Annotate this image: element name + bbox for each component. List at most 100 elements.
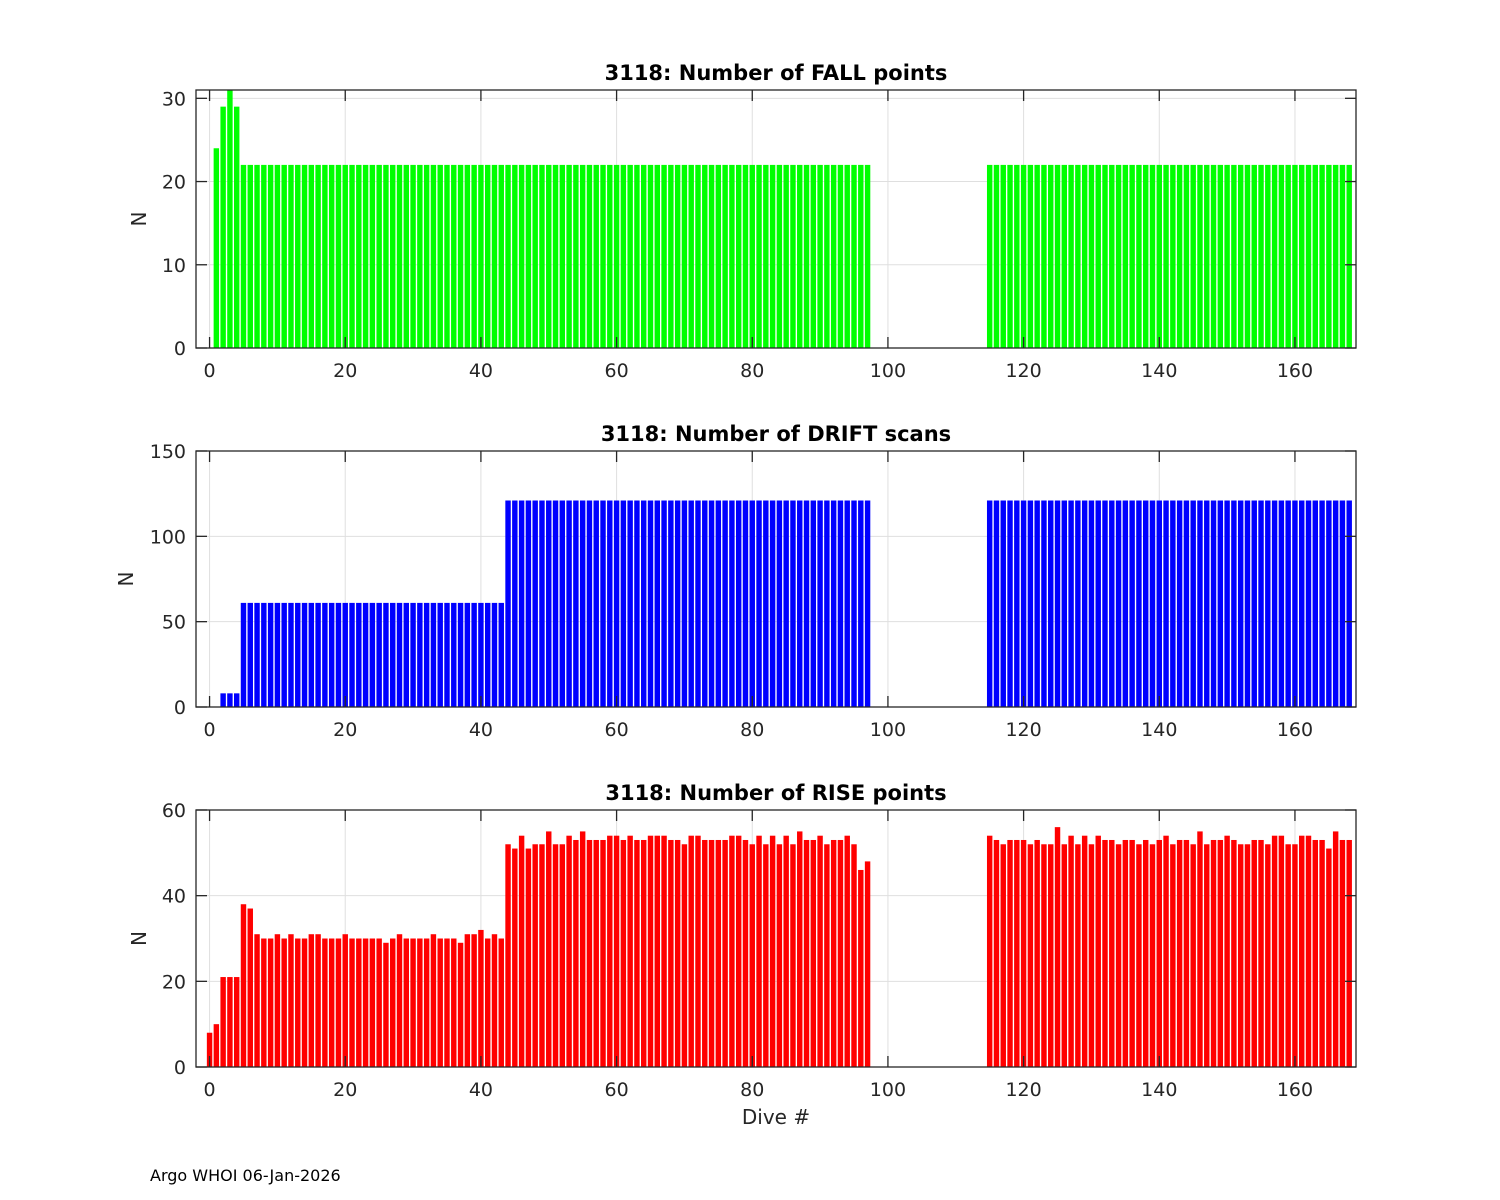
bar-dive-133 [1109, 500, 1115, 707]
bar-dive-92 [830, 839, 837, 1067]
bar-dive-81 [756, 500, 762, 707]
bar-dive-94 [844, 164, 850, 348]
bar-dive-63 [634, 500, 640, 707]
bar-dive-85 [783, 835, 789, 1067]
bar-dive-69 [674, 500, 681, 707]
bar-dive-168 [1346, 839, 1352, 1067]
bar-dive-38 [464, 934, 471, 1067]
bar-dive-3 [227, 977, 233, 1067]
bar-dive-130 [1088, 500, 1095, 707]
bar-dive-87 [797, 164, 803, 348]
bar-dive-36 [451, 938, 457, 1067]
bar-dive-166 [1332, 164, 1339, 348]
bar-dive-16 [315, 164, 321, 348]
bar-dive-57 [593, 839, 599, 1067]
bar-dive-151 [1231, 164, 1237, 348]
bar-dive-146 [1197, 164, 1203, 348]
bar-dive-151 [1231, 500, 1237, 707]
bar-dive-11 [281, 164, 287, 348]
bar-dive-70 [681, 500, 688, 707]
bar-dive-23 [362, 602, 369, 707]
bar-dive-153 [1244, 844, 1251, 1067]
bar-dive-34 [437, 602, 443, 707]
bar-dive-168 [1346, 500, 1352, 707]
bar-dive-64 [641, 164, 647, 348]
bar-dive-155 [1258, 164, 1264, 348]
bar-dive-51 [552, 844, 559, 1067]
bar-dive-152 [1237, 164, 1244, 348]
bar-dive-75 [715, 839, 722, 1067]
bar-dive-19 [335, 938, 342, 1067]
bar-dive-89 [810, 839, 817, 1067]
bar-dive-120 [1020, 164, 1027, 348]
bar-dive-137 [1136, 500, 1142, 707]
bar-dive-142 [1170, 164, 1176, 348]
bar-dive-161 [1299, 500, 1305, 707]
bar-dive-45 [512, 500, 518, 707]
bar-dive-118 [1007, 500, 1013, 707]
bar-dive-88 [803, 839, 810, 1067]
bar-dive-126 [1061, 164, 1068, 348]
bar-dive-74 [708, 164, 715, 348]
bar-dive-135 [1122, 839, 1129, 1067]
bar-dive-11 [281, 602, 287, 707]
bar-dive-27 [390, 938, 396, 1067]
bar-dive-91 [824, 500, 830, 707]
bar-dive-165 [1326, 848, 1332, 1067]
bar-dive-78 [735, 835, 742, 1067]
bar-dive-126 [1061, 844, 1068, 1067]
bar-dive-78 [735, 164, 742, 348]
bar-dive-80 [749, 844, 755, 1067]
bar-dive-39 [471, 934, 477, 1067]
bar-dive-66 [654, 164, 660, 348]
bar-dive-133 [1109, 164, 1115, 348]
bar-dive-7 [254, 164, 260, 348]
bar-dive-137 [1136, 164, 1142, 348]
bar-dive-43 [498, 164, 504, 348]
y-axis-label: N [127, 931, 151, 946]
bar-dive-115 [986, 500, 993, 707]
bar-dive-97 [864, 500, 871, 707]
bar-dive-48 [532, 164, 538, 348]
bar-dive-48 [532, 500, 538, 707]
bar-dive-29 [403, 602, 410, 707]
bar-dive-4 [233, 693, 240, 707]
bar-dive-156 [1265, 844, 1271, 1067]
bar-dive-124 [1048, 844, 1054, 1067]
bar-dive-58 [600, 839, 606, 1067]
bar-dive-32 [423, 164, 430, 348]
bar-dive-160 [1292, 500, 1298, 707]
bar-dive-71 [688, 500, 694, 707]
bar-dive-6 [247, 602, 253, 707]
bar-dive-132 [1102, 500, 1108, 707]
bar-dive-148 [1210, 500, 1217, 707]
bar-dive-84 [776, 164, 783, 348]
bar-dive-65 [647, 164, 654, 348]
x-tick-label: 100 [870, 719, 906, 741]
x-tick-label: 20 [333, 1079, 357, 1101]
bar-dive-156 [1265, 164, 1271, 348]
bar-dive-12 [288, 602, 294, 707]
bar-dive-23 [362, 938, 369, 1067]
bar-dive-148 [1210, 839, 1217, 1067]
bar-dive-63 [634, 164, 640, 348]
bar-dive-141 [1163, 835, 1169, 1067]
bar-dive-142 [1170, 500, 1176, 707]
bar-dive-10 [274, 602, 281, 707]
bar-dive-153 [1244, 164, 1251, 348]
bar-dive-6 [247, 908, 253, 1067]
bar-dive-18 [328, 602, 335, 707]
bar-dive-82 [763, 500, 769, 707]
y-tick-label: 0 [174, 1057, 186, 1079]
bar-dive-168 [1346, 164, 1352, 348]
x-tick-label: 140 [1141, 1079, 1177, 1101]
bar-dive-123 [1041, 844, 1047, 1067]
x-tick-label: 0 [204, 360, 216, 382]
bar-dive-7 [254, 934, 260, 1067]
bar-dive-140 [1156, 500, 1162, 707]
bar-dive-53 [566, 164, 572, 348]
bar-dive-159 [1285, 164, 1291, 348]
bar-dive-131 [1095, 164, 1101, 348]
bar-dive-138 [1142, 500, 1149, 707]
bar-dive-52 [559, 500, 566, 707]
